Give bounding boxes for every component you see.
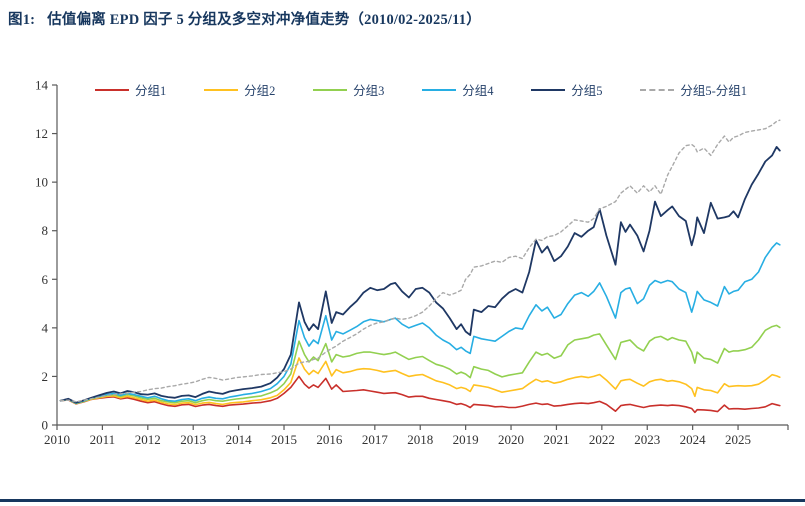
legend-label: 分组2 <box>244 84 276 98</box>
legend-label: 分组3 <box>353 84 385 98</box>
legend-item-2: 分组2 <box>204 80 275 99</box>
legend-line-swatch <box>313 88 348 91</box>
x-axis-tick-label: 2021 <box>543 432 569 447</box>
x-axis-tick-label: 2011 <box>90 432 116 447</box>
legend-line-swatch <box>95 88 129 91</box>
x-axis-tick-label: 2023 <box>634 432 660 447</box>
x-axis-tick-label: 2024 <box>680 432 707 447</box>
legend-label: 分组5-分组1 <box>680 84 747 98</box>
y-axis-tick-label: 10 <box>35 175 48 190</box>
x-axis-tick-label: 2010 <box>44 432 70 447</box>
legend-line-swatch <box>204 88 239 91</box>
x-axis-tick-label: 2020 <box>498 432 524 447</box>
legend-item-6: 分组5-分组1 <box>640 80 747 99</box>
legend-item-3: 分组3 <box>313 80 384 99</box>
legend-item-1: 分组1 <box>95 80 166 99</box>
x-axis-tick-label: 2016 <box>316 432 343 447</box>
series-line-2 <box>59 357 781 406</box>
series-line-4 <box>59 242 781 404</box>
series-line-3 <box>59 324 781 405</box>
y-axis-tick-label: 6 <box>42 272 49 287</box>
legend-item-5: 分组5 <box>531 80 603 99</box>
legend-line-swatch <box>640 88 675 91</box>
x-axis-tick-label: 2017 <box>362 432 389 447</box>
y-axis-tick-label: 12 <box>35 126 48 141</box>
x-axis-tick-label: 2022 <box>589 432 615 447</box>
x-axis-tick-label: 2019 <box>453 432 479 447</box>
figure-title: 图1: 估值偏离 EPD 因子 5 分组及多空对冲净值走势（2010/02-202… <box>8 8 481 29</box>
footer-divider-line <box>0 499 805 502</box>
legend-label: 分组1 <box>135 84 167 98</box>
legend-item-4: 分组4 <box>422 80 493 99</box>
y-axis-tick-label: 4 <box>42 320 49 335</box>
legend-line-swatch <box>531 88 566 91</box>
x-axis-tick-label: 2025 <box>725 432 751 447</box>
x-axis-tick-label: 2013 <box>180 432 206 447</box>
y-axis-tick-label: 8 <box>42 223 49 238</box>
series-line-1 <box>59 375 781 414</box>
legend-label: 分组5 <box>571 84 603 98</box>
y-axis-tick-label: 14 <box>35 78 49 93</box>
x-axis-tick-label: 2015 <box>271 432 297 447</box>
legend-line-swatch <box>422 88 457 91</box>
x-axis-tick-label: 2012 <box>135 432 161 447</box>
y-axis-tick-label: 0 <box>42 418 49 433</box>
figure-title-text: 估值偏离 EPD 因子 5 分组及多空对冲净值走势（2010/02-2025/1… <box>47 12 481 28</box>
x-axis-tick-label: 2014 <box>226 432 253 447</box>
series-line-5 <box>59 145 781 404</box>
legend-label: 分组4 <box>462 84 494 98</box>
series-line-6 <box>59 119 781 403</box>
chart-legend: 分组1 分组2 分组3 分组4 分组5 分组5-分组1 <box>95 80 747 99</box>
y-axis-tick-label: 2 <box>42 369 49 384</box>
figure-title-label: 图1: <box>8 12 36 28</box>
x-axis-tick-label: 2018 <box>407 432 433 447</box>
